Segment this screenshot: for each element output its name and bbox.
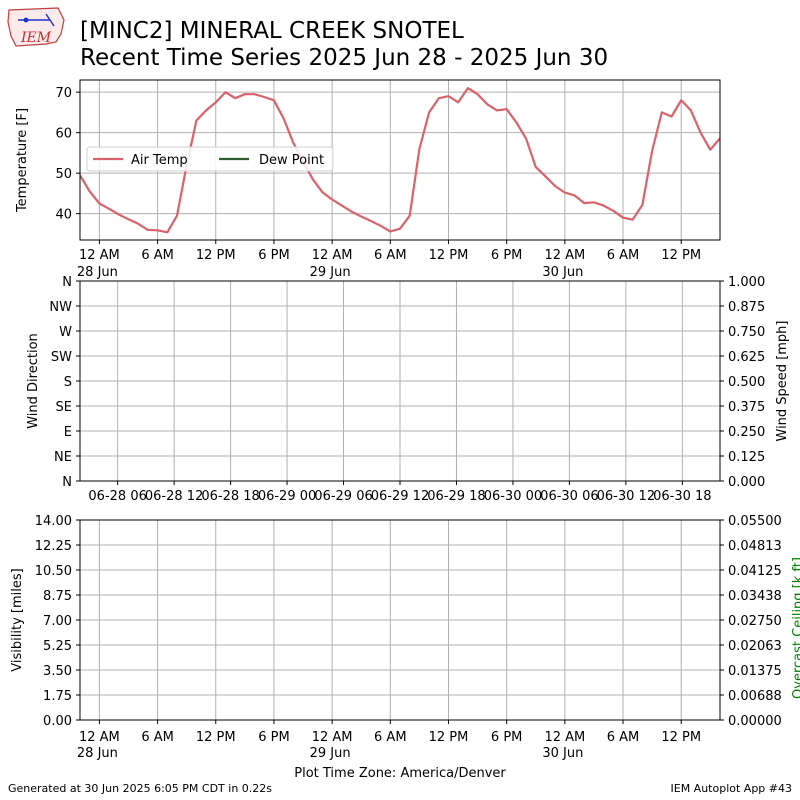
visibility-axis-label: Visibility [miles] bbox=[10, 568, 25, 671]
vis-x-tick-label: 6 PM bbox=[258, 730, 289, 745]
wind-dir-tick-label: SW bbox=[51, 350, 72, 365]
wind-speed-tick-label: 0.375 bbox=[728, 400, 765, 415]
vis-x-tick-label: 6 PM bbox=[491, 730, 522, 745]
wind-x-tick-label: 06-30 12 bbox=[597, 489, 655, 504]
vis-y-tick-label: 3.50 bbox=[43, 664, 72, 679]
vis-x-tick-label: 12 AM bbox=[79, 730, 120, 745]
x-axis-label: Plot Time Zone: America/Denver bbox=[294, 766, 506, 781]
wind-dir-tick-label: NW bbox=[49, 300, 72, 315]
vis-y-tick-label: 8.75 bbox=[43, 589, 72, 604]
temp-x-tick-label: 12 AM bbox=[312, 248, 353, 263]
wind-x-tick-label: 06-28 18 bbox=[201, 489, 259, 504]
vis-x-tick-label: 12 PM bbox=[196, 730, 236, 745]
wind-direction-axis-label: Wind Direction bbox=[26, 333, 41, 429]
vis-panel-frame bbox=[79, 519, 721, 721]
ceiling-tick-label: 0.00000 bbox=[728, 714, 782, 729]
vis-y-tick-label: 14.00 bbox=[35, 514, 72, 529]
vis-y-tick-label: 5.25 bbox=[43, 639, 72, 654]
legend-dew-point-label: Dew Point bbox=[259, 153, 324, 168]
temp-y-tick-label: 70 bbox=[55, 86, 72, 101]
wind-speed-tick-label: 0.625 bbox=[728, 350, 765, 365]
ceiling-tick-label: 0.03438 bbox=[728, 589, 782, 604]
vis-x-date-label: 30 Jun bbox=[542, 746, 583, 761]
ceiling-tick-label: 0.04813 bbox=[728, 539, 782, 554]
ceiling-tick-label: 0.01375 bbox=[728, 664, 782, 679]
ceiling-tick-label: 0.04125 bbox=[728, 564, 782, 579]
temp-x-tick-label: 6 PM bbox=[258, 248, 289, 263]
legend-box bbox=[86, 146, 334, 172]
temp-x-date-label: 29 Jun bbox=[310, 265, 351, 280]
temp-x-tick-label: 6 AM bbox=[141, 248, 174, 263]
vis-x-tick-label: 12 AM bbox=[312, 730, 353, 745]
temp-x-tick-label: 6 PM bbox=[491, 248, 522, 263]
wind-speed-tick-label: 0.750 bbox=[728, 325, 765, 340]
wind-speed-tick-label: 0.000 bbox=[728, 475, 765, 490]
temp-y-tick-label: 40 bbox=[55, 208, 72, 223]
temp-x-tick-label: 6 AM bbox=[607, 248, 640, 263]
temp-x-tick-label: 12 AM bbox=[544, 248, 585, 263]
temp-y-tick-label: 60 bbox=[55, 127, 72, 142]
temp-x-tick-label: 6 AM bbox=[374, 248, 407, 263]
ceiling-tick-label: 0.02063 bbox=[728, 639, 782, 654]
temp-x-date-label: 30 Jun bbox=[542, 265, 583, 280]
wind-x-tick-label: 06-30 18 bbox=[653, 489, 711, 504]
wind-x-tick-label: 06-29 06 bbox=[314, 489, 372, 504]
vis-x-date-label: 29 Jun bbox=[310, 746, 351, 761]
temp-x-tick-label: 12 AM bbox=[79, 248, 120, 263]
temp-x-tick-label: 12 PM bbox=[429, 248, 469, 263]
app-footer: IEM Autoplot App #43 bbox=[670, 782, 793, 795]
wind-speed-tick-label: 0.250 bbox=[728, 425, 765, 440]
ceiling-axis-label: Overcast Ceiling [k ft] bbox=[791, 557, 800, 699]
vis-x-tick-label: 6 AM bbox=[607, 730, 640, 745]
legend-air-temp-label: Air Temp bbox=[131, 153, 188, 168]
temp-panel-frame bbox=[79, 79, 721, 241]
temp-y-axis-label: Temperature [F] bbox=[15, 108, 30, 213]
wind-speed-tick-label: 1.000 bbox=[728, 275, 765, 290]
vis-y-tick-label: 0.00 bbox=[43, 714, 72, 729]
wind-x-tick-label: 06-29 12 bbox=[371, 489, 429, 504]
wind-speed-tick-label: 0.500 bbox=[728, 375, 765, 390]
wind-dir-tick-label: NE bbox=[54, 450, 72, 465]
vis-x-tick-label: 12 PM bbox=[661, 730, 701, 745]
wind-x-tick-label: 06-29 00 bbox=[258, 489, 316, 504]
generated-footer: Generated at 30 Jun 2025 6:05 PM CDT in … bbox=[8, 782, 273, 795]
wind-dir-tick-label: W bbox=[59, 325, 72, 340]
vis-x-tick-label: 12 PM bbox=[429, 730, 469, 745]
vis-x-tick-label: 6 AM bbox=[374, 730, 407, 745]
wind-dir-tick-label: SE bbox=[56, 400, 72, 415]
wind-dir-tick-label: N bbox=[62, 275, 72, 290]
ceiling-tick-label: 0.02750 bbox=[728, 614, 782, 629]
wind-x-tick-label: 06-30 00 bbox=[484, 489, 542, 504]
ceiling-tick-label: 0.00688 bbox=[728, 689, 782, 704]
temp-y-tick-label: 50 bbox=[55, 167, 72, 182]
wind-speed-tick-label: 0.125 bbox=[728, 450, 765, 465]
ceiling-tick-label: 0.05500 bbox=[728, 514, 782, 529]
temp-x-tick-label: 12 PM bbox=[196, 248, 236, 263]
vis-y-tick-label: 10.50 bbox=[35, 564, 72, 579]
chart-title-line2: Recent Time Series 2025 Jun 28 - 2025 Ju… bbox=[80, 45, 609, 71]
vis-x-tick-label: 12 AM bbox=[544, 730, 585, 745]
wind-x-tick-label: 06-29 18 bbox=[427, 489, 485, 504]
wind-x-tick-label: 06-30 06 bbox=[540, 489, 598, 504]
wind-x-tick-label: 06-28 06 bbox=[88, 489, 146, 504]
temp-x-tick-label: 12 PM bbox=[661, 248, 701, 263]
iem-logo: IEM bbox=[6, 6, 66, 50]
logo-text: IEM bbox=[20, 30, 52, 46]
chart-title-line1: [MINC2] MINERAL CREEK SNOTEL bbox=[80, 18, 464, 44]
vis-x-date-label: 28 Jun bbox=[77, 746, 118, 761]
vis-y-tick-label: 7.00 bbox=[43, 614, 72, 629]
wind-dir-tick-label: E bbox=[64, 425, 72, 440]
vis-y-tick-label: 1.75 bbox=[43, 689, 72, 704]
wind-dir-tick-label: N bbox=[62, 475, 72, 490]
wind-panel-frame bbox=[79, 280, 721, 482]
wind-speed-axis-label: Wind Speed [mph] bbox=[775, 321, 790, 442]
vis-x-tick-label: 6 AM bbox=[141, 730, 174, 745]
temp-x-date-label: 28 Jun bbox=[77, 265, 118, 280]
wind-speed-tick-label: 0.875 bbox=[728, 300, 765, 315]
wind-x-tick-label: 06-28 12 bbox=[145, 489, 203, 504]
wind-dir-tick-label: S bbox=[64, 375, 72, 390]
vis-y-tick-label: 12.25 bbox=[35, 539, 72, 554]
